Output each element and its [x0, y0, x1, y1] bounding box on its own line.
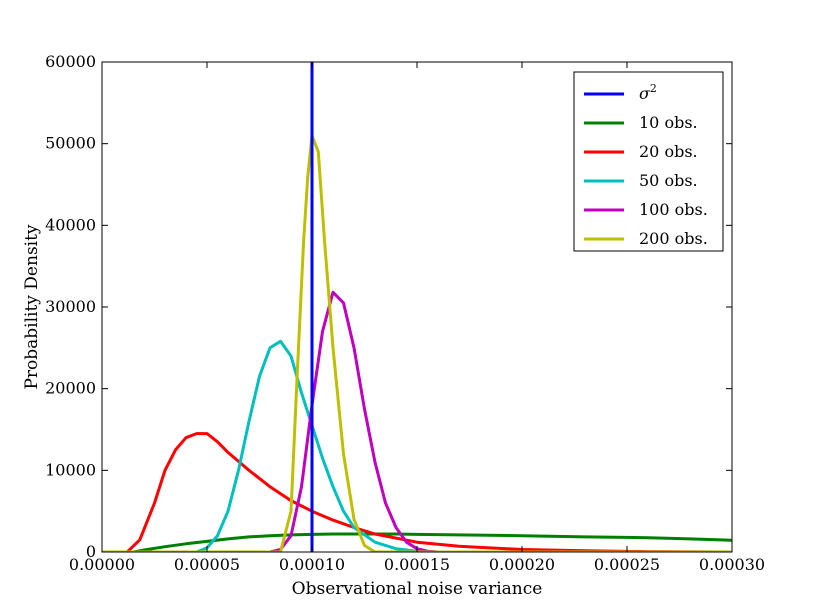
y-tick-label: 10000: [45, 460, 96, 479]
series-line-2: [102, 339, 732, 552]
legend-label: 50 obs.: [639, 171, 698, 190]
series-line-4: [102, 134, 732, 552]
ticks-layer: 0.00000 0.00005 0.00010 0.00015 0.00020 0.000…: [45, 52, 765, 574]
x-tick-label: 0.00030: [699, 555, 765, 574]
legend-label: σ2: [639, 82, 657, 103]
y-tick-label: 40000: [45, 215, 96, 234]
x-tick-label: 0.00020: [489, 555, 555, 574]
series-line-0: [102, 532, 732, 552]
x-tick-label: 0.00000: [69, 555, 135, 574]
x-tick-label: 0.00005: [174, 555, 240, 574]
y-tick-label: 0: [86, 542, 96, 561]
legend-box: [573, 71, 724, 252]
x-axis-label: Observational noise variance: [292, 579, 543, 599]
legend-label: 200 obs.: [639, 229, 708, 248]
legend-label: 10 obs.: [639, 113, 698, 132]
y-tick-label: 30000: [45, 297, 96, 316]
series-line-1: [102, 432, 732, 552]
x-tick-label: 0.00025: [594, 555, 660, 574]
y-tick-label: 50000: [45, 134, 96, 153]
legend-label: 100 obs.: [639, 200, 708, 219]
x-tick-label: 0.00010: [279, 555, 345, 574]
series-line-3: [102, 290, 732, 552]
legend-label: 20 obs.: [639, 142, 698, 161]
y-tick-label: 20000: [45, 379, 96, 398]
legend: σ2 10 obs. 20 obs. 50 obs. 100 obs. 200 obs.: [573, 71, 724, 252]
y-axis-label: Probability Density: [22, 224, 42, 389]
x-tick-label: 0.00015: [384, 555, 450, 574]
y-tick-label: 60000: [45, 52, 96, 71]
